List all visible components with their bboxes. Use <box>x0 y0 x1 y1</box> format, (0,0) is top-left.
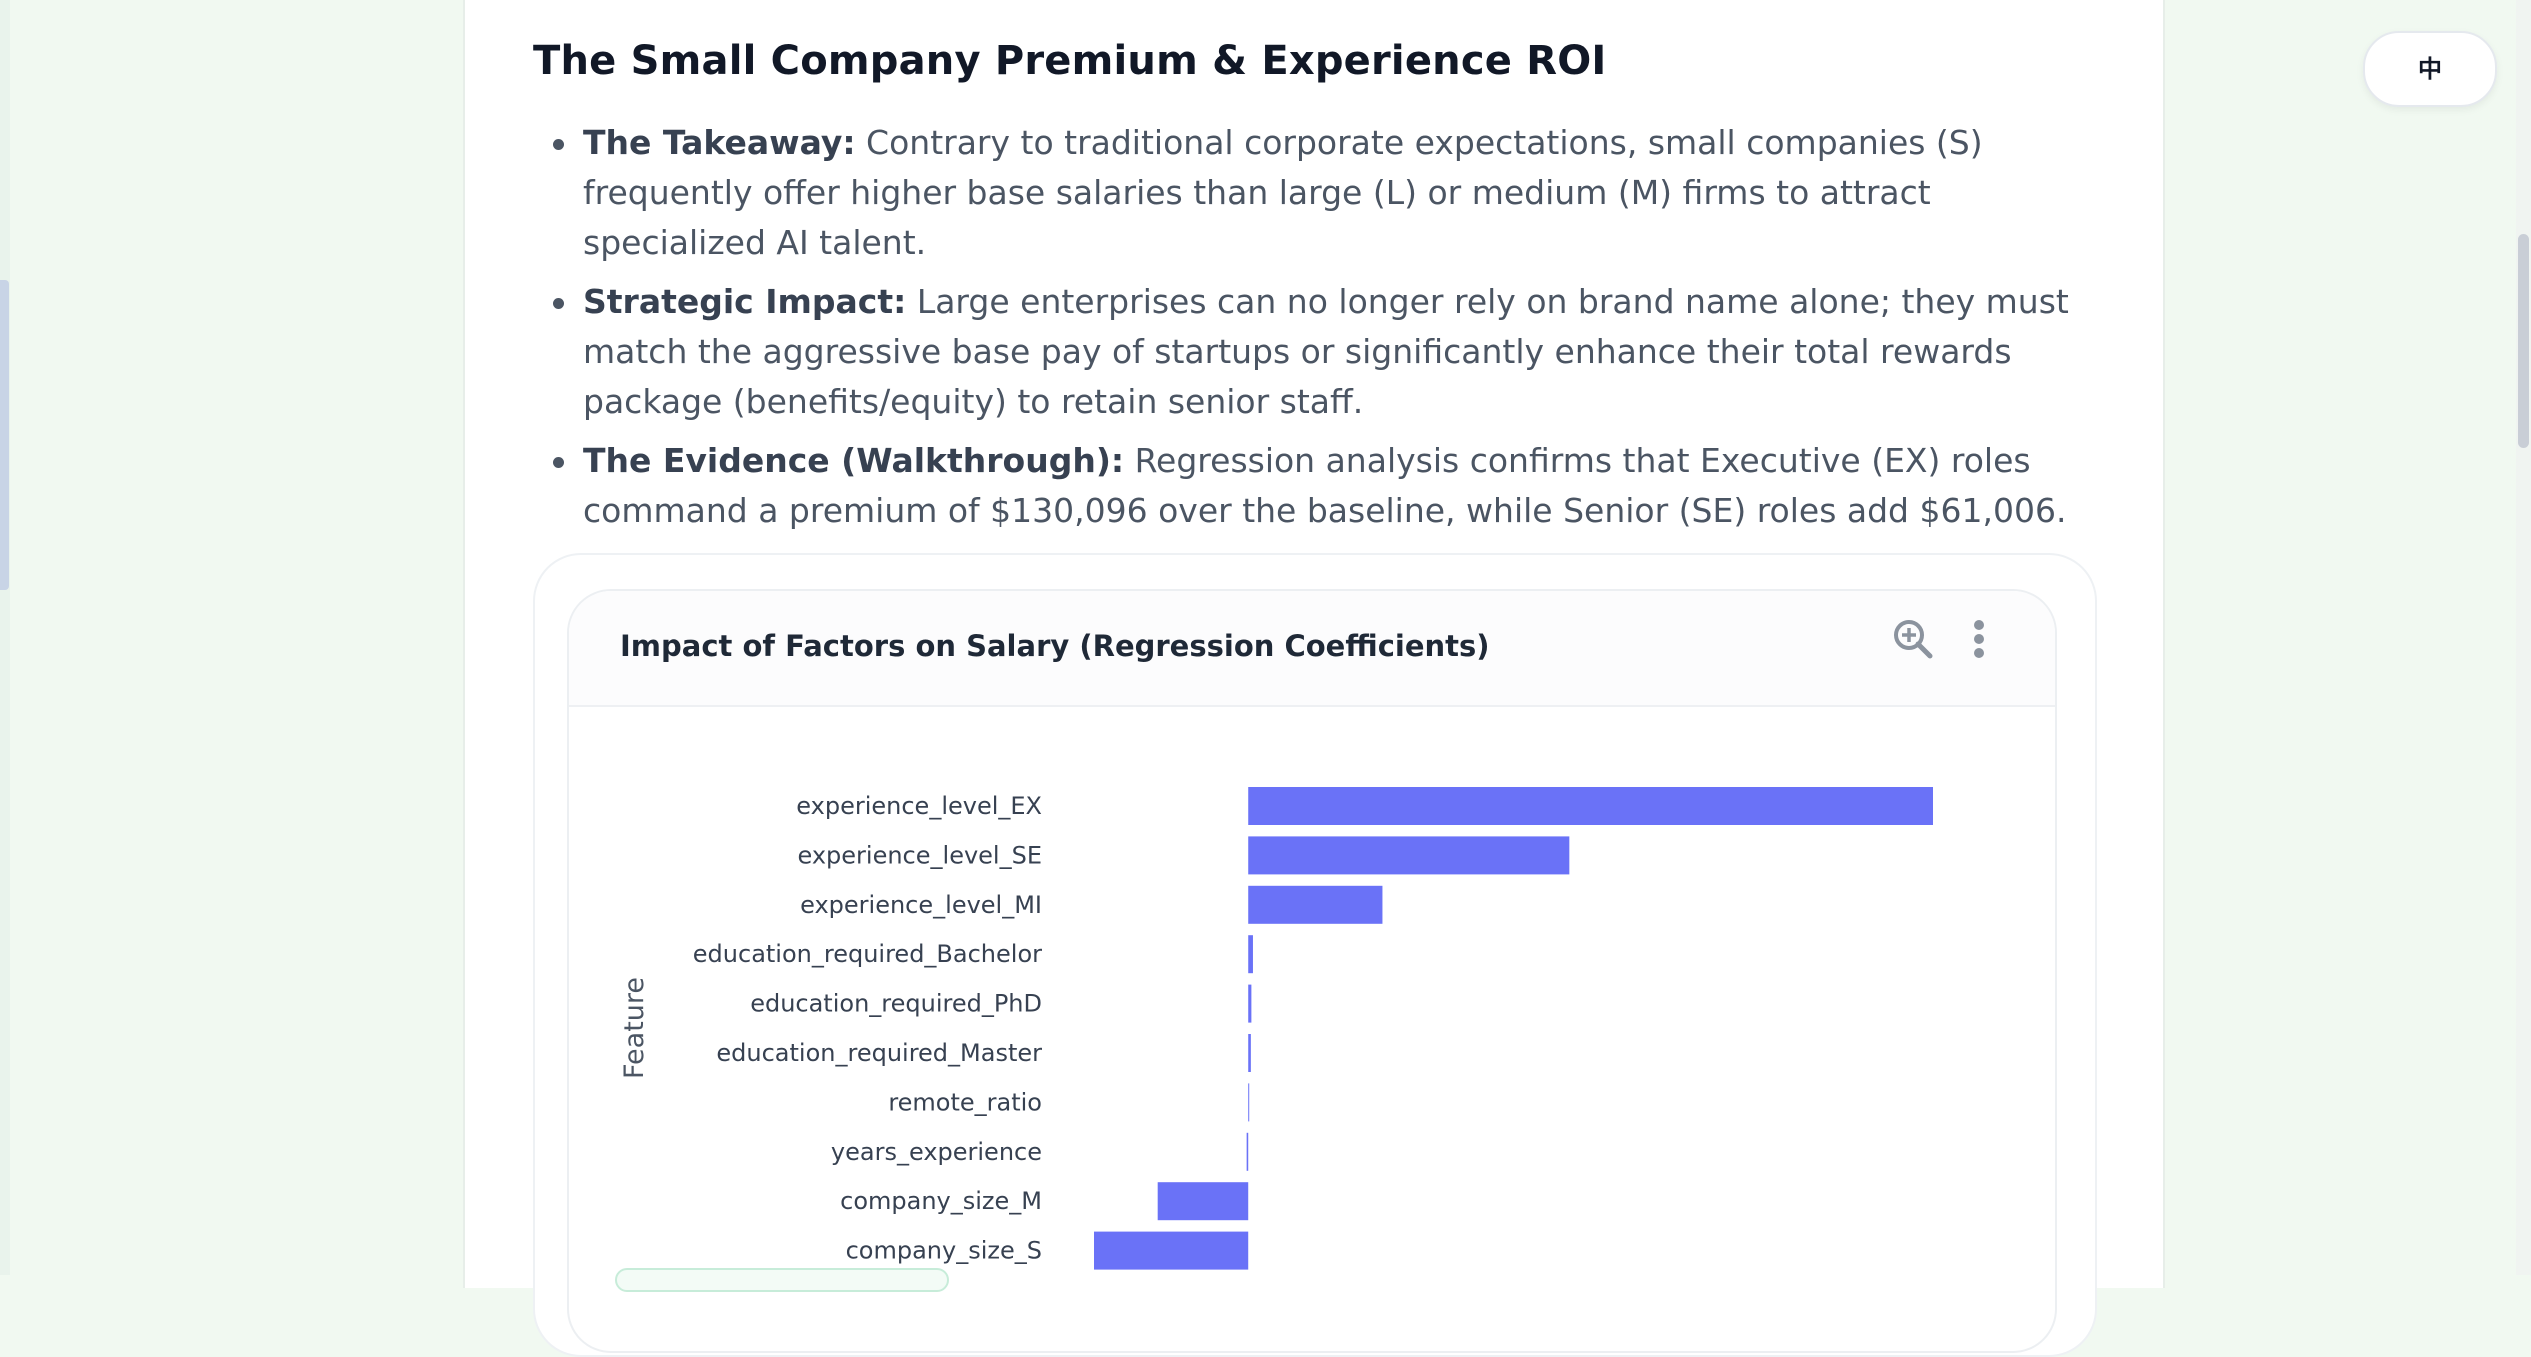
insight-list: The Takeaway: Contrary to traditional co… <box>553 118 2103 545</box>
chart-card-header: Impact of Factors on Salary (Regression … <box>569 591 2055 707</box>
y-tick-label: education_required_Bachelor <box>693 940 1042 968</box>
y-tick-label: company_size_M <box>840 1187 1042 1215</box>
bullet-lead: The Evidence (Walkthrough): <box>583 441 1125 480</box>
y-tick-label: experience_level_MI <box>800 891 1042 919</box>
bar-education-required-master[interactable] <box>1248 1034 1251 1072</box>
y-axis-title: Feature <box>619 977 650 1079</box>
bullet-text: Regression analysis confirms that Execut… <box>583 441 2067 530</box>
left-sidebar-edge <box>0 0 10 1275</box>
y-tick-label: experience_level_EX <box>796 792 1042 820</box>
list-item-takeaway: The Takeaway: Contrary to traditional co… <box>553 118 2103 268</box>
language-toggle-button[interactable]: 中 <box>2363 31 2497 107</box>
bullet-text: Large enterprises can no longer rely on … <box>583 282 2069 421</box>
y-tick-label: experience_level_SE <box>798 841 1043 869</box>
more-vertical-icon <box>1974 620 1984 658</box>
regression-bar-chart: Feature experience_level_EX experience_le… <box>619 787 1933 1270</box>
section-title: The Small Company Premium & Experience R… <box>533 38 1607 84</box>
bar-education-required-bachelor[interactable] <box>1248 935 1253 974</box>
bar-remote-ratio[interactable] <box>1248 1083 1250 1122</box>
y-tick-label: remote_ratio <box>888 1088 1042 1116</box>
y-tick-label: education_required_PhD <box>750 990 1042 1018</box>
chart-card: Impact of Factors on Salary (Regression … <box>567 589 2057 1353</box>
left-scroll-indicator[interactable] <box>0 280 9 590</box>
bullet-lead: The Takeaway: <box>583 123 856 162</box>
scrollbar-track[interactable] <box>2516 0 2531 1275</box>
bar-experience-level-ex[interactable] <box>1248 787 1933 825</box>
scrollbar-thumb[interactable] <box>2518 234 2529 448</box>
more-options-button[interactable] <box>1959 617 1999 663</box>
bullet-text: Contrary to traditional corporate expect… <box>583 123 1983 262</box>
list-item-evidence: The Evidence (Walkthrough): Regression a… <box>553 436 2103 536</box>
below-fold-badge <box>615 1268 949 1292</box>
bullet-lead: Strategic Impact: <box>583 282 907 321</box>
zoom-in-icon <box>1894 620 1933 659</box>
y-tick-label: years_experience <box>831 1138 1042 1166</box>
zoom-in-button[interactable] <box>1891 617 1937 663</box>
bar-company-size-s[interactable] <box>1094 1231 1249 1270</box>
bar-experience-level-se[interactable] <box>1248 836 1570 875</box>
list-item-strategic-impact: Strategic Impact: Large enterprises can … <box>553 277 2103 427</box>
y-tick-label: company_size_S <box>846 1237 1042 1265</box>
bar-experience-level-mi[interactable] <box>1248 885 1383 924</box>
bar-years-experience[interactable] <box>1246 1132 1249 1171</box>
chart-title: Impact of Factors on Salary (Regression … <box>620 629 1490 663</box>
y-tick-label: education_required_Master <box>716 1039 1042 1067</box>
bar-company-size-m[interactable] <box>1157 1182 1249 1221</box>
bar-education-required-phd[interactable] <box>1248 984 1252 1023</box>
